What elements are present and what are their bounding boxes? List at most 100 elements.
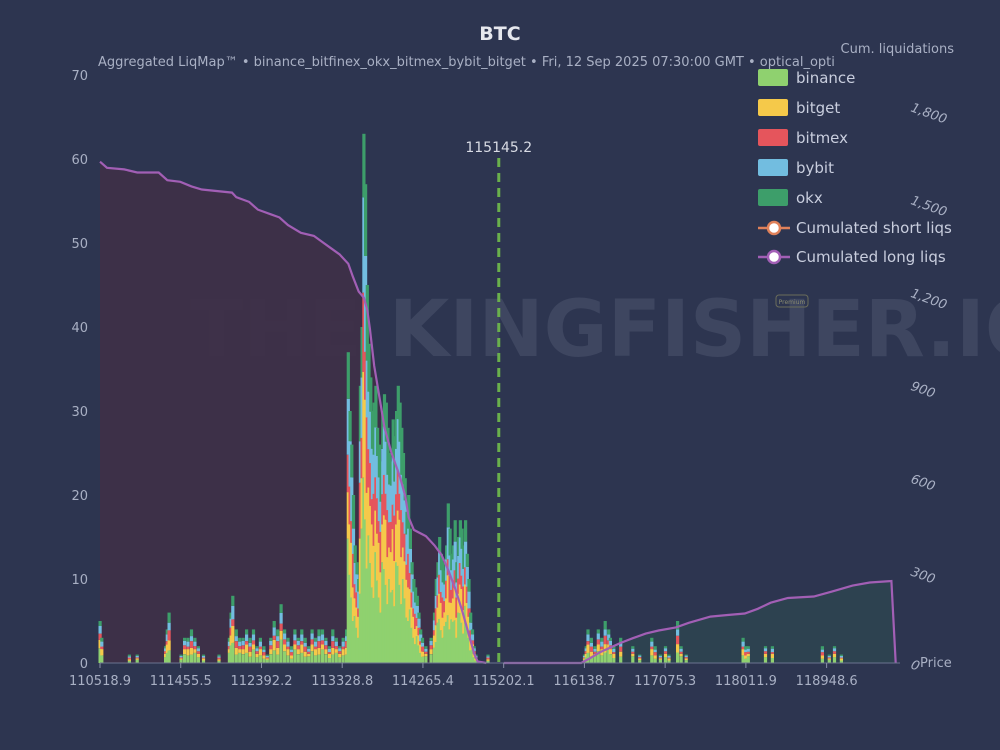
bar-bybit	[357, 591, 361, 609]
bar-bybit	[229, 618, 233, 628]
legend-swatch-bitget	[758, 99, 788, 116]
bar-binance	[334, 652, 338, 663]
bar-bybit	[345, 636, 349, 642]
bar-bitget	[419, 644, 423, 653]
bar-bybit	[241, 640, 245, 646]
bar-bitmex	[386, 510, 390, 558]
bar-bitmex	[258, 646, 262, 650]
bar-bybit	[417, 618, 421, 628]
bar-binance	[258, 655, 262, 663]
bar-bitget	[386, 557, 390, 605]
bar-okx	[465, 553, 469, 567]
bar-okx	[619, 637, 623, 643]
bar-okx	[770, 646, 774, 649]
bar-bitget	[384, 519, 388, 585]
bar-bybit	[314, 641, 318, 647]
bar-bybit	[193, 641, 197, 647]
bar-bitmex	[407, 553, 411, 588]
bar-okx	[348, 411, 352, 442]
bar-bitget	[827, 658, 831, 660]
bar-binance	[201, 660, 206, 663]
bar-bitmex	[360, 437, 364, 479]
bar-bybit	[370, 448, 375, 500]
bar-okx	[631, 646, 635, 649]
bar-okx	[424, 646, 428, 649]
x-tick-label: 112392.2	[230, 674, 292, 689]
bar-binance	[348, 574, 352, 663]
bar-bitget	[596, 644, 600, 652]
bar-bybit	[603, 629, 607, 636]
bar-binance	[165, 652, 169, 663]
bar-bitmex	[300, 641, 304, 645]
bar-okx	[186, 637, 190, 642]
bar-okx	[345, 629, 349, 637]
bar-binance	[763, 657, 768, 663]
cumulative-short-area	[503, 581, 896, 663]
bar-bitmex	[396, 469, 400, 511]
y-tick-label: 50	[71, 237, 88, 252]
bar-okx	[589, 637, 593, 643]
bar-binance	[445, 621, 449, 663]
cumulative-long-area	[100, 161, 487, 663]
bar-okx	[289, 646, 294, 650]
bar-bitmex	[381, 494, 385, 525]
bar-bybit	[388, 484, 392, 523]
bar-okx	[839, 654, 843, 656]
y-tick-label: 60	[71, 153, 88, 168]
bar-bitget	[98, 639, 102, 649]
bar-bitget	[127, 659, 131, 661]
bar-bybit	[596, 633, 600, 640]
bar-bybit	[832, 648, 837, 652]
bar-okx	[279, 604, 283, 613]
bar-bitget	[667, 658, 671, 661]
bar-bitmex	[324, 645, 328, 650]
bar-bitmex	[684, 657, 688, 659]
bar-bitmex	[98, 633, 102, 640]
bar-bitmex	[582, 657, 587, 659]
bar-bitget	[351, 587, 356, 621]
bar-bitget	[450, 602, 454, 620]
bar-bitget	[586, 644, 590, 653]
bar-bybit	[462, 568, 466, 587]
bar-bitmex	[464, 567, 468, 585]
y-tick-label: 30	[71, 405, 88, 420]
bar-bybit	[381, 448, 385, 495]
bar-bitget	[607, 644, 611, 650]
bar-binance	[265, 659, 269, 663]
bar-bitget	[401, 547, 406, 579]
bar-bybit	[741, 641, 745, 647]
bar-bybit	[189, 636, 194, 642]
bar-bybit	[303, 642, 307, 647]
bar-okx	[167, 612, 171, 623]
bar-bitget	[684, 658, 688, 661]
legend-label-bitmex: bitmex	[796, 129, 848, 147]
bar-bitmex	[419, 641, 423, 645]
bar-bitmex	[379, 532, 383, 573]
bar-bybit	[667, 655, 671, 658]
bar-binance	[650, 655, 654, 663]
bar-bitmex	[296, 645, 300, 650]
bar-okx	[658, 654, 662, 656]
bar-bitget	[429, 649, 433, 655]
bar-bitget	[367, 487, 371, 536]
bar-bitmex	[467, 608, 471, 617]
bar-bitget	[272, 639, 276, 651]
bar-bybit	[455, 582, 459, 598]
bar-binance	[296, 654, 300, 663]
bar-bitmex	[403, 533, 407, 562]
bar-bybit	[348, 441, 352, 487]
bar-okx	[417, 612, 421, 619]
bar-okx	[486, 654, 490, 657]
bar-bybit	[619, 642, 623, 647]
bar-binance	[420, 656, 425, 663]
bar-bitget	[408, 589, 412, 610]
bar-bitget	[658, 658, 662, 660]
bar-bybit	[372, 454, 376, 494]
bar-binance	[370, 587, 375, 663]
bar-okx	[832, 646, 837, 649]
bar-bybit	[248, 642, 252, 647]
bar-binance	[389, 592, 393, 663]
bar-bitmex	[424, 651, 428, 654]
bar-okx	[386, 427, 390, 475]
bar-okx	[310, 629, 314, 634]
